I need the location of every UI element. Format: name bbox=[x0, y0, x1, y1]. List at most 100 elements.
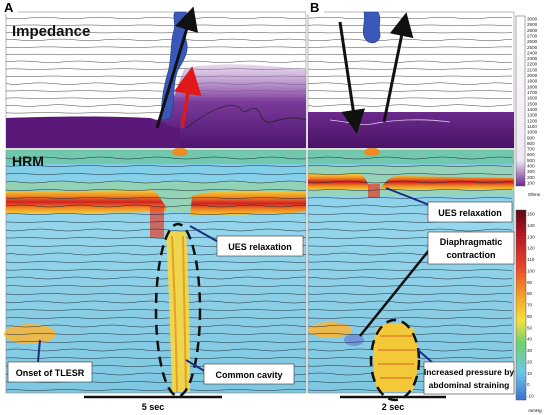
impedance-scale-tick-label: 200 bbox=[527, 175, 535, 180]
impedance-trace bbox=[307, 82, 513, 85]
hrm-isobar bbox=[307, 309, 512, 311]
hrm-isobar bbox=[307, 285, 513, 287]
hrm-isobar bbox=[307, 173, 513, 175]
hrm-isobar bbox=[307, 165, 513, 167]
impedance-scale-tick-label: 100 bbox=[527, 181, 535, 186]
impedance-scale-tick-label: 600 bbox=[527, 152, 535, 157]
panel-b-black-arrow-down bbox=[338, 21, 366, 134]
hrm-isobar bbox=[5, 389, 307, 391]
impedance-scale-unit: Ohms bbox=[528, 192, 541, 197]
panel-a-red-arrow bbox=[173, 66, 202, 129]
impedance-scale-tick-label: 700 bbox=[527, 147, 535, 152]
impedance-scale-tick-label: 400 bbox=[527, 164, 535, 169]
impedance-scale-tick-label: 2400 bbox=[527, 50, 538, 55]
panel-b-diaphragm-callout-box bbox=[427, 231, 515, 265]
panel-a-ues-pointer bbox=[189, 225, 223, 245]
panel-a-tlesr-callout-box bbox=[7, 361, 93, 383]
impedance-scale-tick-label: 1100 bbox=[527, 124, 537, 129]
panel-b-timebar-label: 2 sec bbox=[382, 402, 405, 412]
panel-b-ues-callout: UES relaxation bbox=[438, 208, 502, 218]
panel-a: Impedance HRM UES relaxation Onset of TL… bbox=[4, 0, 307, 412]
impedance-scale-tick-label: 1200 bbox=[527, 118, 538, 123]
impedance-scale-tick-label: 500 bbox=[527, 158, 535, 163]
panel-b-letter: B bbox=[310, 0, 319, 15]
panel-b-ues-band bbox=[308, 174, 514, 190]
impedance-scale-tick-label: 1600 bbox=[527, 96, 538, 101]
impedance-trace bbox=[307, 104, 513, 107]
hrm-isobar bbox=[5, 165, 307, 167]
panel-a-ues-callout: UES relaxation bbox=[228, 242, 292, 252]
panel-a-impedance-squiggle bbox=[185, 104, 307, 129]
panel-b-abdominal-ellipse bbox=[369, 318, 421, 402]
hrm-isobar bbox=[5, 228, 307, 232]
hrm-isobar bbox=[5, 197, 307, 199]
panel-b-diaphragm-pointer bbox=[359, 243, 435, 337]
panel-b-les-blob bbox=[308, 322, 352, 338]
pressure-scale-tick-label: 50 bbox=[527, 325, 533, 330]
hrm-isobar bbox=[5, 173, 306, 175]
panel-a-cavity-pointer bbox=[185, 359, 207, 373]
panel-b-diaphragm-callout-line2: contraction bbox=[446, 250, 495, 260]
impedance-scale-tick-label: 1500 bbox=[527, 101, 538, 106]
impedance-trace bbox=[5, 53, 307, 56]
pressure-scale-tick-label: 70 bbox=[527, 303, 533, 308]
hrm-isobar bbox=[307, 269, 513, 271]
impedance-scale-tick-label: 2100 bbox=[527, 67, 538, 72]
hrm-isobar bbox=[5, 156, 307, 160]
panel-a-common-cavity-ellipse bbox=[154, 222, 202, 398]
pressure-scale-tick-label: 130 bbox=[527, 234, 535, 239]
pressure-scale-tick-label: 30 bbox=[527, 348, 533, 353]
impedance-scale: 3000290028002700260025002400230022002100… bbox=[515, 15, 541, 197]
impedance-trace bbox=[307, 68, 513, 70]
impedance-scale-tick-label: 2200 bbox=[527, 62, 538, 67]
panel-a-tlesr-pointer bbox=[37, 339, 41, 363]
impedance-trace bbox=[5, 60, 307, 63]
panel-b-abdominal-pressure bbox=[373, 323, 418, 392]
impedance-trace bbox=[307, 46, 512, 48]
panel-b-impedance-purple-region bbox=[308, 112, 514, 148]
panel-b-hrm-top-green bbox=[308, 150, 514, 164]
impedance-trace bbox=[5, 16, 307, 20]
hrm-isobar bbox=[307, 293, 513, 295]
impedance-label: Impedance bbox=[12, 23, 90, 40]
impedance-trace bbox=[5, 24, 307, 26]
panel-a-hrm-top-blob bbox=[172, 148, 188, 156]
pressure-scale-tick-label: 40 bbox=[527, 337, 533, 342]
panel-a-ues-callout-box bbox=[216, 235, 304, 257]
panel-a-cavity-callout-box bbox=[203, 363, 295, 385]
impedance-trace bbox=[308, 97, 513, 99]
impedance-scale-tick-label: 2300 bbox=[527, 56, 538, 61]
hrm-isobar bbox=[307, 276, 513, 280]
panel-a-timebar-label: 5 sec bbox=[142, 402, 165, 412]
pressure-scale-tick-label: 150 bbox=[527, 212, 535, 217]
panel-b-abdominal-callout-line2: abdominal straining bbox=[429, 380, 510, 390]
impedance-scale-tick-label: 1700 bbox=[527, 90, 538, 95]
hrm-isobar bbox=[307, 180, 513, 184]
panel-b-bolus-blue bbox=[362, 11, 381, 44]
hrm-isobar bbox=[307, 317, 513, 319]
impedance-scale-tick-label: 900 bbox=[527, 135, 535, 140]
hrm-isobar bbox=[5, 221, 307, 223]
panel-a-impedance-baseline-purple bbox=[6, 116, 180, 148]
pressure-scale-tick-label: 0 bbox=[527, 382, 530, 387]
impedance-trace bbox=[5, 32, 306, 34]
impedance-trace bbox=[5, 46, 307, 48]
pressure-scale-tick-label: 140 bbox=[527, 223, 535, 228]
impedance-trace bbox=[307, 53, 513, 56]
impedance-trace bbox=[5, 38, 307, 41]
panel-a-cavity-callout: Common cavity bbox=[215, 370, 282, 380]
pressure-scale-tick-label: 100 bbox=[527, 268, 535, 273]
panel-a-common-cavity-streaks bbox=[171, 235, 187, 393]
panel-b: UES relaxation Diaphragmatic contraction… bbox=[306, 0, 514, 412]
panel-b-ues-pointer bbox=[385, 187, 433, 207]
hrm-isobar bbox=[5, 348, 307, 352]
panel-b-abdominal-callout-box bbox=[423, 361, 515, 395]
impedance-scale-tick-label: 2700 bbox=[527, 34, 538, 39]
impedance-trace bbox=[307, 90, 513, 92]
panel-a-ues-band-left bbox=[6, 190, 166, 214]
impedance-scale-tick-label: 2600 bbox=[527, 39, 538, 44]
hrm-isobar bbox=[5, 189, 307, 191]
impedance-scale-tick-label: 1400 bbox=[527, 107, 538, 112]
panel-b-abdominal-pointer bbox=[417, 349, 435, 365]
